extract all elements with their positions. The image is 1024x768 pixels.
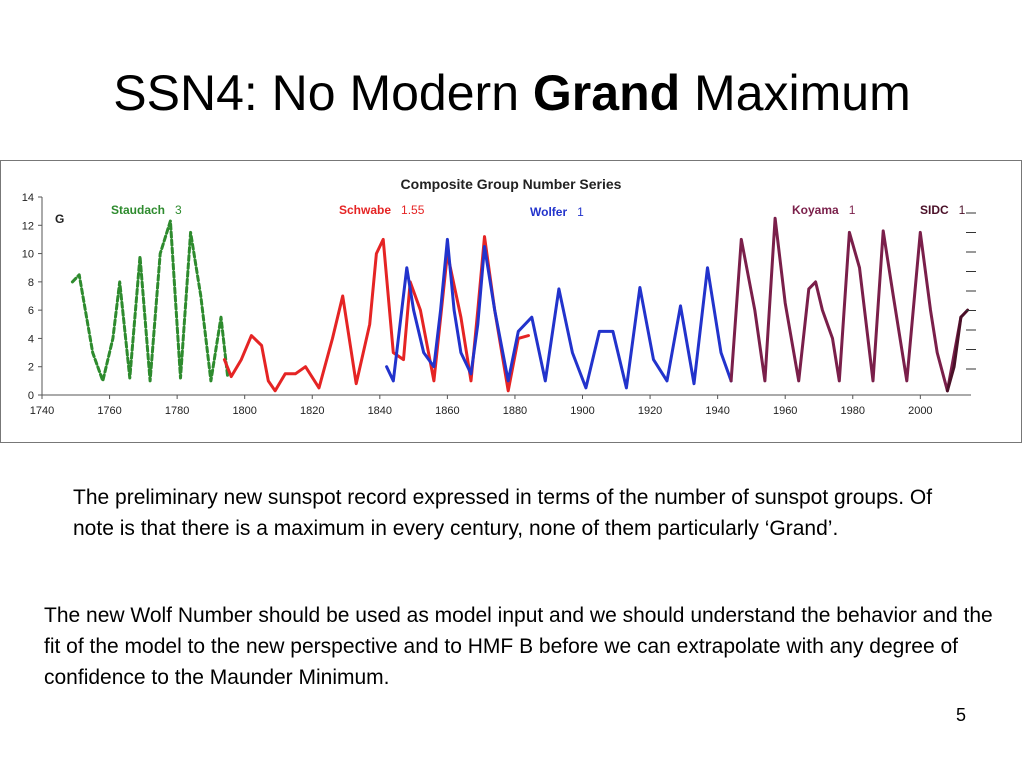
title-part2: Maximum [680, 65, 911, 121]
series-line-koyama [729, 216, 963, 393]
x-tick-label: 1740 [30, 405, 54, 417]
series-line-wolfer [385, 237, 733, 390]
series-label-wolfer: Wolfer [530, 205, 567, 219]
y-tick-label: 14 [22, 192, 34, 204]
y-tick-label: 0 [28, 390, 34, 402]
x-tick-label: 1940 [705, 405, 729, 417]
group-number-chart: Composite Group Number Series 1740 1760 178… [22, 176, 976, 417]
y-tick-label: 2 [28, 362, 34, 374]
x-tick-label: 1840 [368, 405, 392, 417]
x-tick-label: 1980 [841, 405, 865, 417]
slide-title: SSN4: No Modern Grand Maximum [0, 62, 1024, 124]
x-tick-label: 1800 [232, 405, 256, 417]
series-label-schwabe: Schwabe [339, 203, 391, 217]
page-number: 5 [955, 705, 966, 725]
x-tick-label: 1920 [638, 405, 662, 417]
y-tick-label: 10 [22, 249, 34, 261]
x-tick-label: 1780 [165, 405, 189, 417]
y-tick-label: 4 [28, 333, 34, 345]
series-line-sidc [945, 308, 970, 393]
y-axis-label: G [55, 212, 64, 226]
x-tick-label: 1760 [97, 405, 121, 417]
series-label-sidc: SIDC [920, 203, 949, 217]
series-scale-schwabe: 1.55 [401, 203, 425, 217]
series-label-staudach: Staudach [111, 203, 165, 217]
chart-frame: Composite Group Number Series 1740 1760 178… [0, 160, 1022, 443]
y-tick-label: 12 [22, 220, 34, 232]
series-label-koyama: Koyama [792, 203, 839, 217]
x-tick-label: 1900 [570, 405, 594, 417]
description-paragraph: The preliminary new sunspot record expre… [73, 486, 933, 540]
x-tick-label: 1960 [773, 405, 797, 417]
title-bold: Grand [532, 65, 681, 121]
x-tick-label: 1880 [503, 405, 527, 417]
chart-title: Composite Group Number Series [401, 176, 622, 192]
series-line-staudach [70, 219, 230, 383]
title-part1: SSN4: No Modern [113, 65, 533, 121]
series-scale-wolfer: 1 [577, 205, 584, 219]
x-tick-label: 1860 [435, 405, 459, 417]
y-tick-label: 6 [28, 305, 34, 317]
series-scale-sidc: 1 [959, 203, 966, 217]
x-tick-label: 1820 [300, 405, 324, 417]
recommendation-paragraph: The new Wolf Number should be used as mo… [44, 604, 993, 689]
y-tick-label: 8 [28, 277, 34, 289]
series-scale-staudach: 3 [175, 203, 182, 217]
x-tick-label: 2000 [908, 405, 932, 417]
series-scale-koyama: 1 [849, 203, 856, 217]
